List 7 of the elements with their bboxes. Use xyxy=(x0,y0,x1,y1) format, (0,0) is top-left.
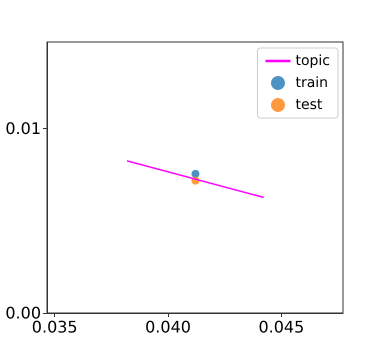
x-tick-label: 0.045 xyxy=(258,318,304,336)
legend-label: topic xyxy=(295,53,330,69)
legend-label: train xyxy=(295,75,328,91)
x-tick-label: 0.040 xyxy=(145,318,191,336)
legend-label: test xyxy=(295,97,323,113)
y-tick-label: 0.01 xyxy=(5,119,41,138)
x-tick-label: 0.035 xyxy=(32,318,78,336)
